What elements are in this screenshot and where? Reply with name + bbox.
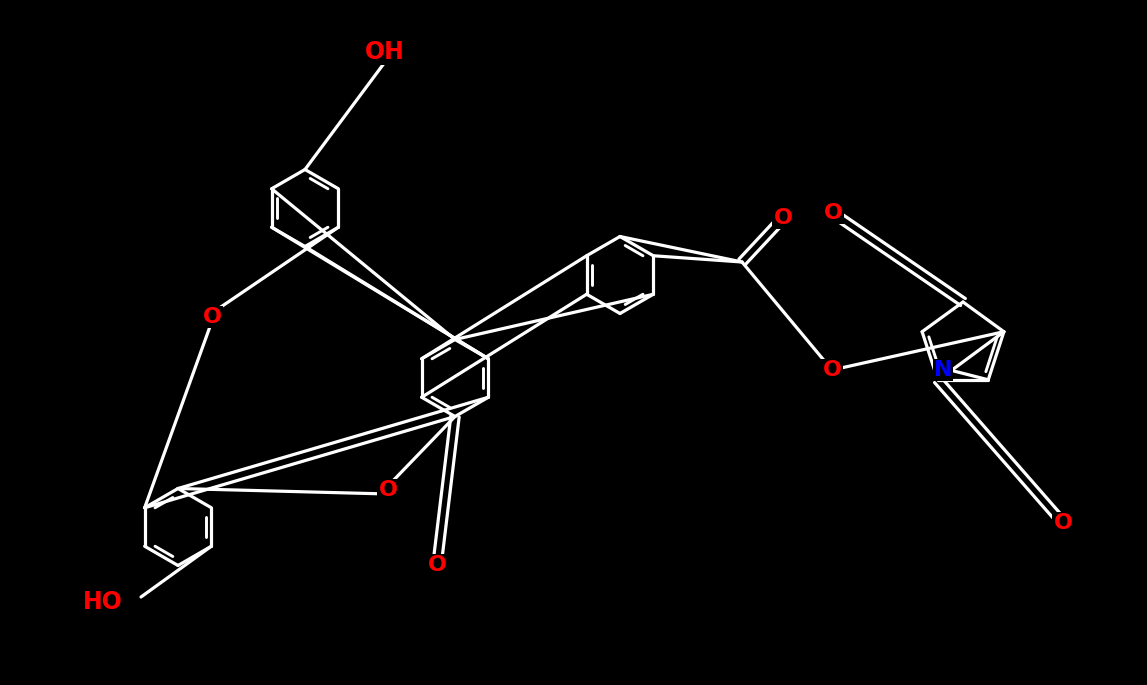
Text: O: O [379,480,398,500]
Text: O: O [203,307,221,327]
Text: N: N [934,360,952,380]
Text: HO: HO [83,590,123,614]
Text: O: O [428,555,446,575]
Text: O: O [773,208,793,228]
Text: O: O [824,203,843,223]
Text: O: O [822,360,842,380]
Text: OH: OH [365,40,405,64]
Text: O: O [1053,513,1072,533]
